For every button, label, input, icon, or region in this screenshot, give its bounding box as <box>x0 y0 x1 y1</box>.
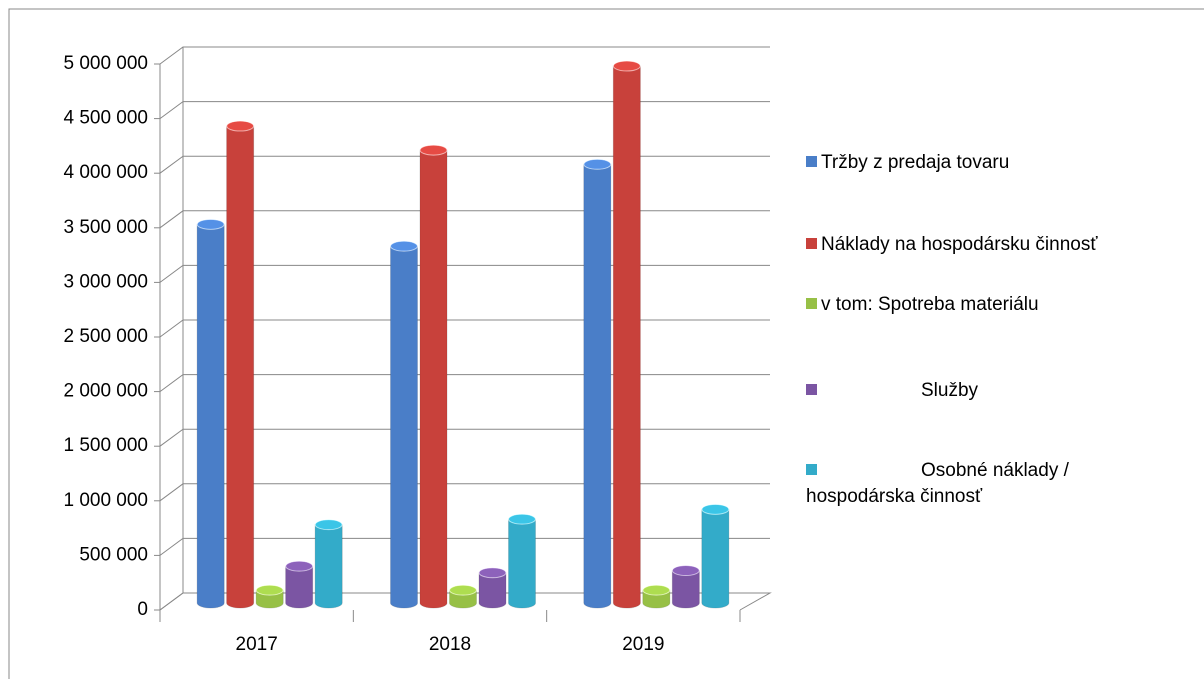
bar-shade <box>613 66 641 608</box>
grid-line <box>159 264 770 283</box>
x-tick-label: 2018 <box>429 634 471 655</box>
bar-shade <box>479 572 506 608</box>
bar-shade <box>672 570 700 608</box>
grid-line <box>159 319 770 338</box>
bar-top <box>449 584 477 596</box>
legend-item: Tržby z predaja tovaru <box>806 150 1186 176</box>
legend-swatch <box>806 156 817 167</box>
x-tick-label: 2017 <box>236 634 278 655</box>
legend-label: Náklady na hospodársku činnosť <box>821 234 1098 255</box>
y-tick-label: 3 000 000 <box>63 271 148 292</box>
bar-top <box>508 513 536 525</box>
bar-shade <box>420 150 447 609</box>
bar-shade <box>285 566 313 608</box>
grid-line <box>159 428 770 447</box>
bar-top <box>255 584 284 596</box>
y-tick-label: 0 <box>137 599 148 620</box>
legend-label: v tom: Spotreba materiálu <box>821 294 1039 315</box>
grid-line <box>159 155 770 174</box>
y-tick-label: 2 500 000 <box>63 326 148 347</box>
legend-label: Osobné náklady / hospodárska činnosť <box>806 460 1069 507</box>
grid-line <box>159 101 770 120</box>
legend-swatch <box>806 238 817 249</box>
legend-label: Tržby z predaja tovaru <box>821 152 1010 173</box>
bar-top <box>701 503 730 515</box>
grid-line <box>159 210 770 229</box>
bar-shade <box>315 524 343 608</box>
bar-top <box>226 120 255 132</box>
legend-item: v tom: Spotreba materiálu <box>806 292 1186 318</box>
bar-top <box>419 144 448 156</box>
x-tick-label: 2019 <box>622 634 664 655</box>
legend-swatch <box>806 464 817 475</box>
y-tick-label: 4 500 000 <box>63 108 148 129</box>
bar-top <box>285 560 314 572</box>
bar-shade <box>508 519 536 608</box>
legend-item: Náklady na hospodársku činnosť <box>806 232 1186 258</box>
bar-top <box>671 565 700 577</box>
y-tick-label: 5 000 000 <box>63 53 148 74</box>
y-tick-label: 1 500 000 <box>63 435 148 456</box>
legend-item: Osobné náklady / hospodárska činnosť <box>806 458 1116 510</box>
bar-shade <box>583 164 611 608</box>
chart-frame <box>8 8 1204 679</box>
bar-shade <box>226 126 254 608</box>
bar-top <box>583 158 612 170</box>
bar-top <box>612 60 641 72</box>
bar-shade <box>701 509 729 608</box>
y-tick-label: 3 500 000 <box>63 217 148 238</box>
grid-line <box>159 537 770 556</box>
bar-top <box>314 519 343 531</box>
grid-line <box>159 592 770 611</box>
y-tick-label: 500 000 <box>79 544 148 565</box>
grid-line <box>159 46 770 65</box>
bar-shade <box>390 246 418 608</box>
legend-swatch <box>806 298 817 309</box>
legend-label: Služby <box>921 380 979 401</box>
grid-line <box>159 483 770 502</box>
legend-item: Služby <box>806 378 1186 404</box>
bar-top <box>390 240 418 252</box>
grid-line <box>159 374 770 393</box>
bar-top <box>642 584 671 596</box>
bar-top <box>478 567 507 579</box>
bar-shade <box>197 224 225 608</box>
legend-swatch <box>806 384 817 395</box>
y-tick-label: 4 000 000 <box>63 162 148 183</box>
bar-top <box>196 218 225 230</box>
y-tick-label: 2 000 000 <box>63 381 148 402</box>
y-tick-label: 1 000 000 <box>63 490 148 511</box>
